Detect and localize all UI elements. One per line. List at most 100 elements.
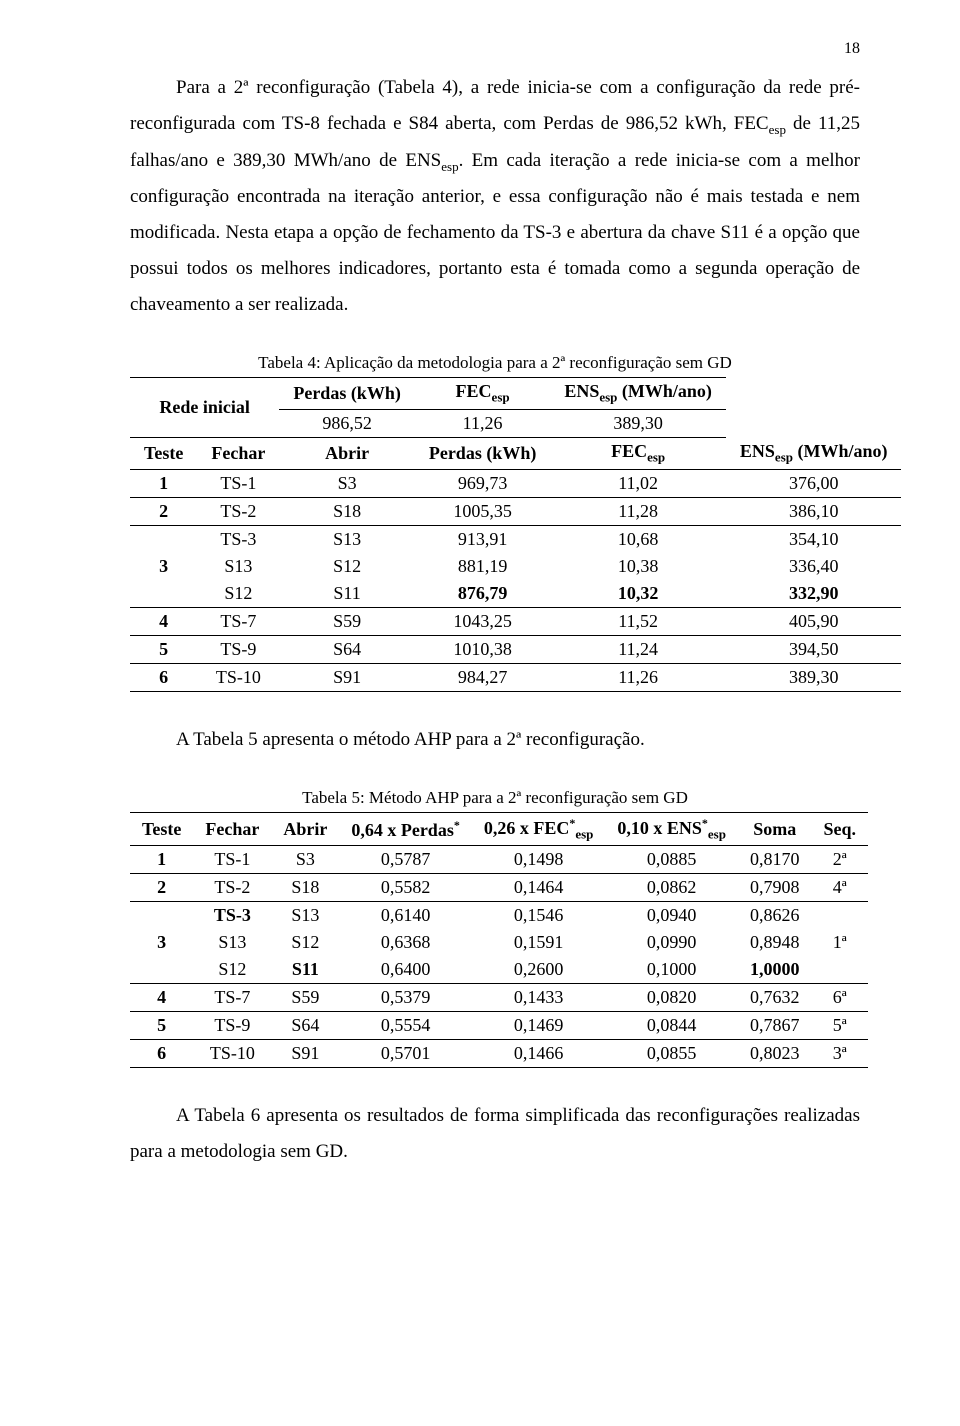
cell: TS-2 xyxy=(193,874,271,902)
cell: 376,00 xyxy=(726,469,902,497)
cell: 2 xyxy=(130,497,197,525)
table-row: Rede inicial Perdas (kWh) FECesp ENSesp … xyxy=(130,378,901,410)
header-soma: Soma xyxy=(738,812,812,846)
cell: S13 xyxy=(279,525,415,553)
paragraph-1: Para a 2ª reconfiguração (Tabela 4), a r… xyxy=(130,70,860,323)
table-row: 4 TS-7 S59 0,5379 0,1433 0,0820 0,7632 6… xyxy=(130,984,868,1012)
cell: 0,6140 xyxy=(339,902,472,930)
table-row: 5 TS-9 S64 1010,38 11,24 394,50 xyxy=(130,635,901,663)
cell: 0,8626 xyxy=(738,902,812,930)
cell: 0,1466 xyxy=(472,1040,606,1068)
cell: 5ª xyxy=(811,1012,868,1040)
cell: TS-10 xyxy=(197,663,279,691)
cell: S13 xyxy=(271,902,339,930)
header-fec2b: esp xyxy=(647,450,665,465)
header-fec-a: FEC xyxy=(456,381,492,401)
cell: S64 xyxy=(279,635,415,663)
table-row: 6 TS-10 S91 0,5701 0,1466 0,0855 0,8023 … xyxy=(130,1040,868,1068)
cell: 6 xyxy=(130,1040,193,1068)
cell: 10,38 xyxy=(550,553,726,580)
cell: S12 xyxy=(193,956,271,984)
cell: 1,0000 xyxy=(738,956,812,984)
cell: 1010,38 xyxy=(415,635,551,663)
cell: 984,27 xyxy=(415,663,551,691)
cell: S3 xyxy=(279,469,415,497)
header-fec-b: esp xyxy=(492,390,510,405)
cell: 3ª xyxy=(811,1040,868,1068)
cell: 0,8948 xyxy=(738,929,812,956)
cell: 4 xyxy=(130,984,193,1012)
header-fec-c: esp xyxy=(575,826,593,841)
cell: S13 xyxy=(193,929,271,956)
cell: 11,28 xyxy=(550,497,726,525)
cell: TS-9 xyxy=(193,1012,271,1040)
cell: 0,7908 xyxy=(738,874,812,902)
cell: TS-9 xyxy=(197,635,279,663)
table-row: 5 TS-9 S64 0,5554 0,1469 0,0844 0,7867 5… xyxy=(130,1012,868,1040)
cell: 986,52 xyxy=(279,410,415,438)
cell: 10,68 xyxy=(550,525,726,553)
cell: S12 xyxy=(197,580,279,608)
subscript: esp xyxy=(441,158,458,173)
header-ens-a: 0,10 x ENS xyxy=(617,818,702,838)
table-row: 2 TS-2 S18 0,5582 0,1464 0,0862 0,7908 4… xyxy=(130,874,868,902)
cell: 389,30 xyxy=(726,663,902,691)
cell: 0,1000 xyxy=(605,956,738,984)
header-ens2a: ENS xyxy=(740,441,775,461)
cell: 332,90 xyxy=(726,580,902,608)
cell: 3 xyxy=(130,902,193,984)
cell: TS-10 xyxy=(193,1040,271,1068)
cell: 0,2600 xyxy=(472,956,606,984)
cell: 11,26 xyxy=(415,410,551,438)
header-ens2c: (MWh/ano) xyxy=(793,441,888,461)
cell: S12 xyxy=(271,929,339,956)
cell: 1ª xyxy=(811,902,868,984)
table4-caption: Tabela 4: Aplicação da metodologia para … xyxy=(130,353,860,373)
cell: 0,0844 xyxy=(605,1012,738,1040)
cell: 969,73 xyxy=(415,469,551,497)
cell: 1005,35 xyxy=(415,497,551,525)
cell: 0,1591 xyxy=(472,929,606,956)
table-4: Rede inicial Perdas (kWh) FECesp ENSesp … xyxy=(130,377,901,691)
cell: 6 xyxy=(130,663,197,691)
cell: 11,26 xyxy=(550,663,726,691)
cell: S64 xyxy=(271,1012,339,1040)
cell: 0,6368 xyxy=(339,929,472,956)
cell: 354,10 xyxy=(726,525,902,553)
table-row: S12 S11 876,79 10,32 332,90 xyxy=(130,580,901,608)
table-row: 6 TS-10 S91 984,27 11,26 389,30 xyxy=(130,663,901,691)
header-abrir: Abrir xyxy=(271,812,339,846)
table5-caption: Tabela 5: Método AHP para a 2ª reconfigu… xyxy=(130,788,860,808)
cell: S11 xyxy=(271,956,339,984)
page: 18 Para a 2ª reconfiguração (Tabela 4), … xyxy=(0,0,960,1426)
cell: TS-1 xyxy=(197,469,279,497)
table-row: Teste Fechar Abrir 0,64 x Perdas* 0,26 x… xyxy=(130,812,868,846)
cell: 1043,25 xyxy=(415,607,551,635)
table-row: 4 TS-7 S59 1043,25 11,52 405,90 xyxy=(130,607,901,635)
cell: S59 xyxy=(279,607,415,635)
cell: 0,0862 xyxy=(605,874,738,902)
cell: 0,0990 xyxy=(605,929,738,956)
cell: 2ª xyxy=(811,846,868,874)
cell: TS-7 xyxy=(197,607,279,635)
header-ens2b: esp xyxy=(775,449,793,464)
header-perdas: Perdas (kWh) xyxy=(293,383,401,403)
cell: S13 xyxy=(197,553,279,580)
cell: 0,0940 xyxy=(605,902,738,930)
cell: S59 xyxy=(271,984,339,1012)
header-ens-b: esp xyxy=(599,390,617,405)
header-rede-inicial: Rede inicial xyxy=(130,378,279,438)
cell: 2 xyxy=(130,874,193,902)
header-ens-c: esp xyxy=(708,826,726,841)
table-row: 1 TS-1 S3 0,5787 0,1498 0,0885 0,8170 2ª xyxy=(130,846,868,874)
header-seq: Seq. xyxy=(811,812,868,846)
cell: 0,1464 xyxy=(472,874,606,902)
cell: 0,0820 xyxy=(605,984,738,1012)
cell: 0,5554 xyxy=(339,1012,472,1040)
cell: 11,02 xyxy=(550,469,726,497)
paragraph-3: A Tabela 6 apresenta os resultados de fo… xyxy=(130,1098,860,1170)
cell: 4 xyxy=(130,607,197,635)
cell: 3 xyxy=(130,525,197,607)
cell: 0,1469 xyxy=(472,1012,606,1040)
cell: 0,7632 xyxy=(738,984,812,1012)
